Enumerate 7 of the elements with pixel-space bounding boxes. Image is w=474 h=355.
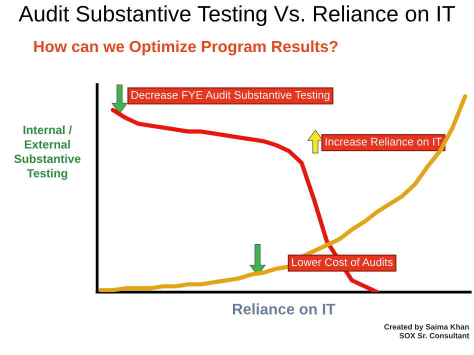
- x-axis-title: Reliance on IT: [232, 303, 336, 314]
- chart-title: Audit Substantive Testing Vs. Reliance on IT: [18, 5, 455, 26]
- y-axis-title: Internal / External Substantive Testing: [14, 125, 80, 180]
- annotation: Decrease FYE Audit Substantive Testing: [132, 90, 330, 102]
- annotation: Increase Reliance on IT: [326, 137, 442, 146]
- annotation: Lower Cost of Audits: [292, 258, 393, 266]
- chart-subtitle: How can we Optimize Program Results?: [34, 40, 338, 56]
